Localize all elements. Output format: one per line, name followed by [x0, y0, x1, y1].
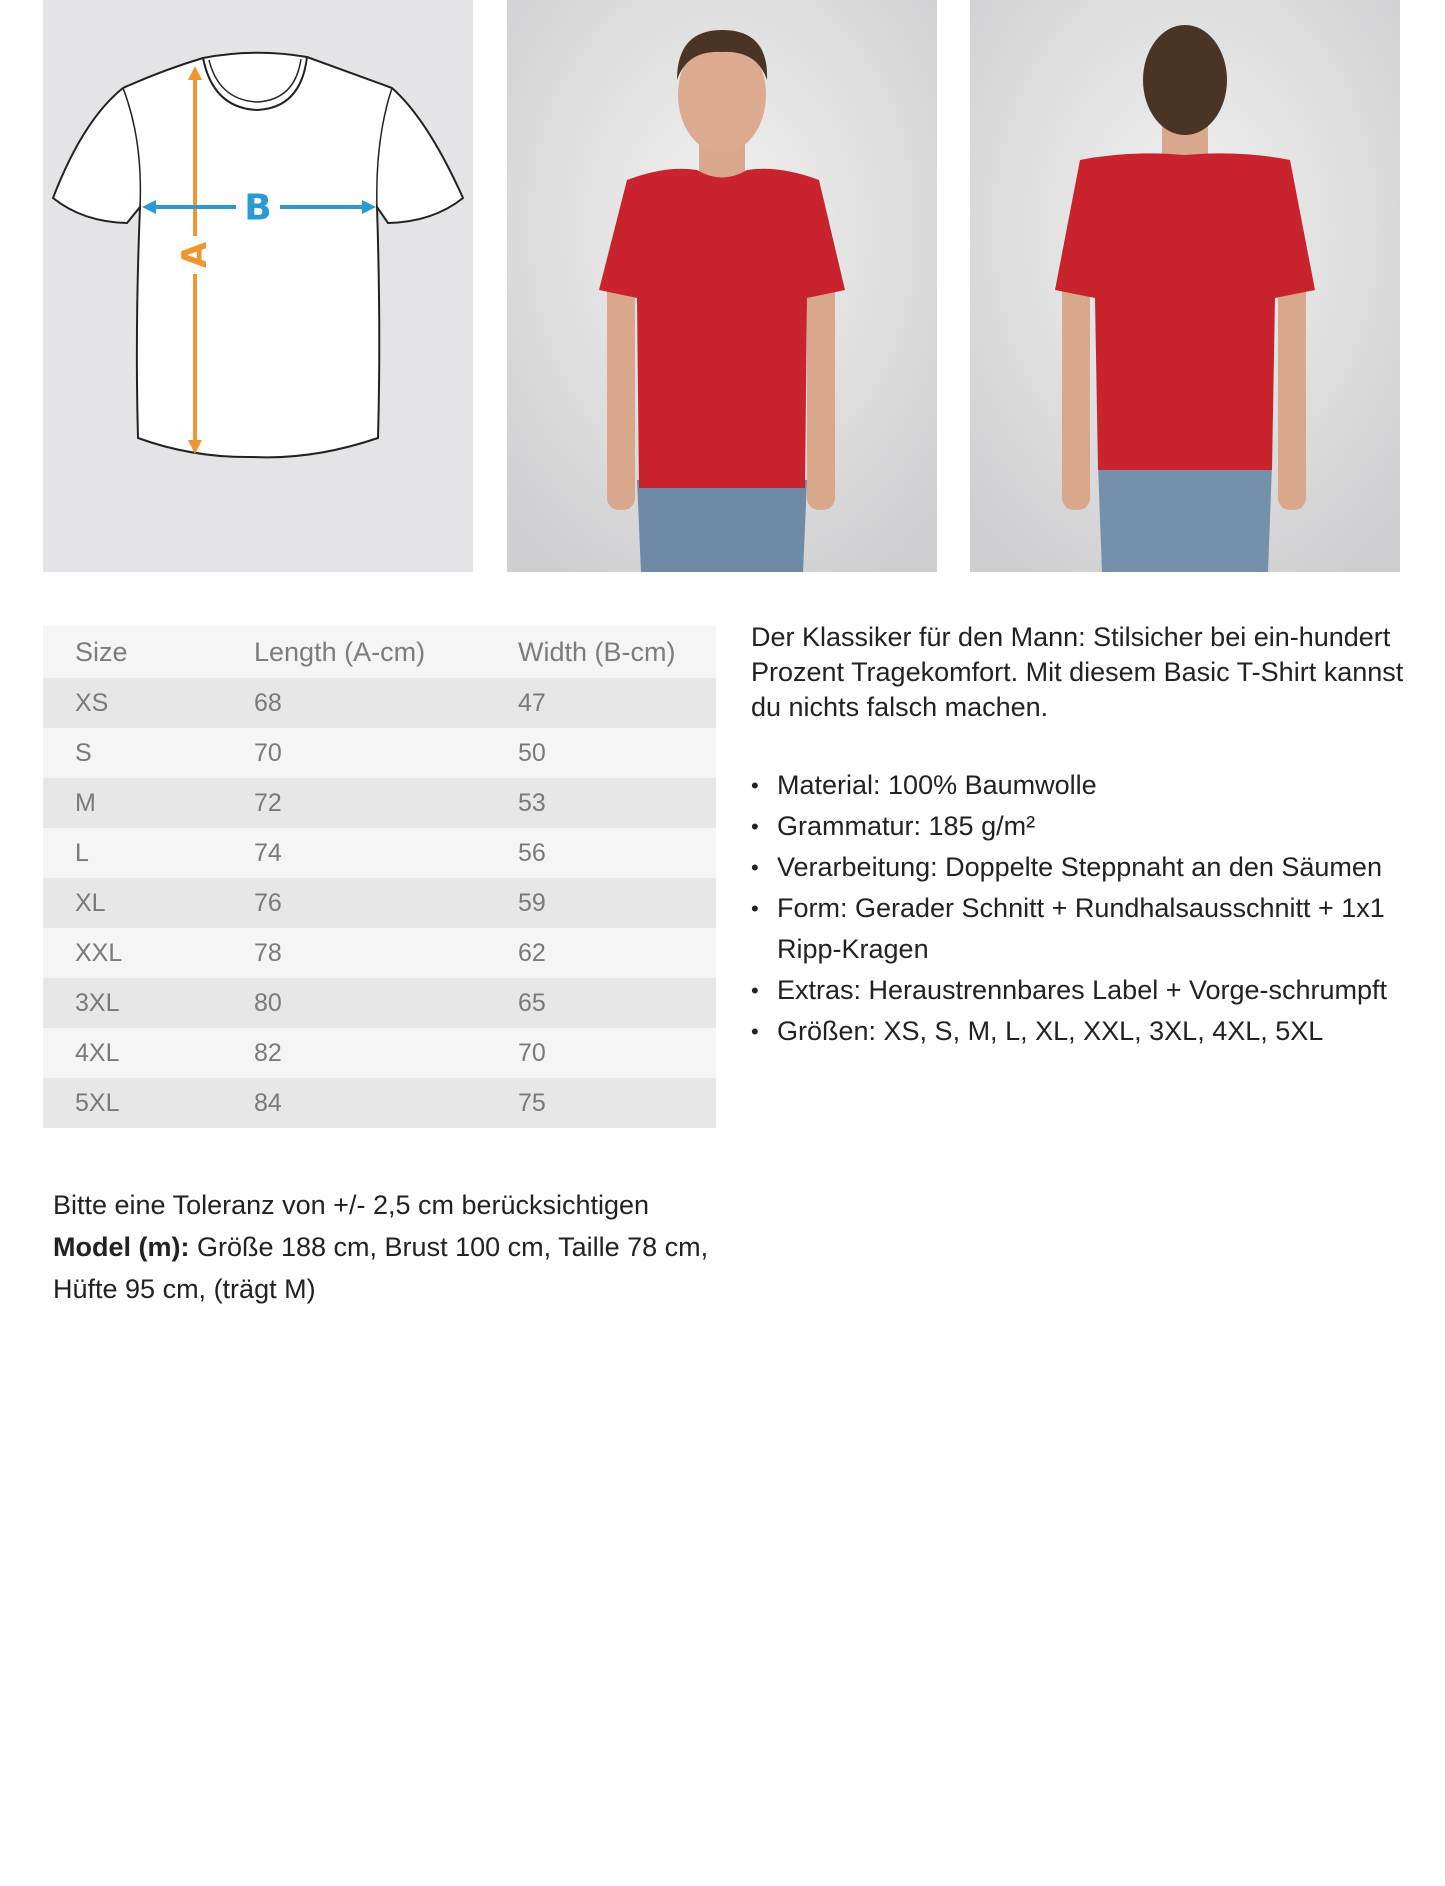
cell-length: 72: [254, 788, 282, 817]
cell-length: 84: [254, 1088, 282, 1117]
cell-length: 78: [254, 938, 282, 967]
svg-text:A: A: [175, 241, 215, 268]
cell-width: 47: [518, 688, 546, 717]
header-size: Size: [75, 636, 128, 667]
table-row: XS 68 47: [43, 678, 716, 728]
cell-width: 70: [518, 1038, 546, 1067]
width-arrow: B: [142, 188, 376, 229]
cell-width: 53: [518, 788, 546, 817]
cell-size: XXL: [75, 938, 123, 967]
feature-item: Grammatur: 185 g/m²: [751, 806, 1411, 847]
cell-width: 75: [518, 1088, 546, 1117]
model-details: Größe 188 cm, Brust 100 cm, Taille 78 cm…: [53, 1232, 709, 1304]
cell-length: 82: [254, 1038, 282, 1067]
cell-width: 50: [518, 738, 546, 767]
front-model-photo: [507, 0, 937, 572]
feature-list: Material: 100% BaumwolleGrammatur: 185 g…: [751, 765, 1411, 1052]
cell-size: M: [75, 788, 96, 817]
cell-size: 5XL: [75, 1088, 120, 1117]
header-width: Width (B-cm): [518, 636, 676, 667]
feature-item: Material: 100% Baumwolle: [751, 765, 1411, 806]
shirt: [1055, 153, 1315, 471]
cell-size: S: [75, 738, 92, 767]
shirt: [599, 168, 845, 488]
table-row: 4XL 82 70: [43, 1028, 716, 1078]
cell-size: L: [75, 838, 89, 867]
feature-item: Verarbeitung: Doppelte Steppnaht an den …: [751, 847, 1411, 888]
cell-size: XL: [75, 888, 106, 917]
size-diagram-image: A B: [43, 0, 473, 572]
product-description: Der Klassiker für den Mann: Stilsicher b…: [751, 622, 1404, 722]
cell-length: 74: [254, 838, 282, 867]
cell-width: 56: [518, 838, 546, 867]
size-notes: Bitte eine Toleranz von +/- 2,5 cm berüc…: [53, 1184, 753, 1310]
feature-item: Form: Gerader Schnitt + Rundhalsausschni…: [751, 888, 1411, 970]
table-row: L 74 56: [43, 828, 716, 878]
cell-width: 65: [518, 988, 546, 1017]
size-table: Size Length (A-cm) Width (B-cm) XS 68 47 S 7…: [43, 626, 716, 1128]
cell-length: 70: [254, 738, 282, 767]
cell-width: 59: [518, 888, 546, 917]
header-length: Length (A-cm): [254, 636, 426, 667]
model-info: Model (m): Größe 188 cm, Brust 100 cm, T…: [53, 1226, 753, 1310]
cell-length: 68: [254, 688, 282, 717]
table-header: Size Length (A-cm) Width (B-cm): [43, 626, 716, 678]
back-model-photo: [970, 0, 1400, 572]
table-row: S 70 50: [43, 728, 716, 778]
feature-item: Größen: XS, S, M, L, XL, XXL, 3XL, 4XL, …: [751, 1011, 1411, 1052]
cell-size: 4XL: [75, 1038, 120, 1067]
model-label: Model (m):: [53, 1232, 190, 1262]
tolerance-note: Bitte eine Toleranz von +/- 2,5 cm berüc…: [53, 1190, 650, 1220]
svg-text:B: B: [244, 188, 271, 229]
table-row: 5XL 84 75: [43, 1078, 716, 1128]
cell-width: 62: [518, 938, 546, 967]
table-row: XL 76 59: [43, 878, 716, 928]
table-row: 3XL 80 65: [43, 978, 716, 1028]
cell-length: 80: [254, 988, 282, 1017]
tshirt-outline-diagram: A B: [51, 51, 465, 459]
cell-size: XS: [75, 688, 109, 717]
table-row: XXL 78 62: [43, 928, 716, 978]
cell-size: 3XL: [75, 988, 120, 1017]
feature-item: Extras: Heraustrennbares Label + Vorge-s…: [751, 970, 1411, 1011]
cell-length: 76: [254, 888, 282, 917]
table-row: M 72 53: [43, 778, 716, 828]
